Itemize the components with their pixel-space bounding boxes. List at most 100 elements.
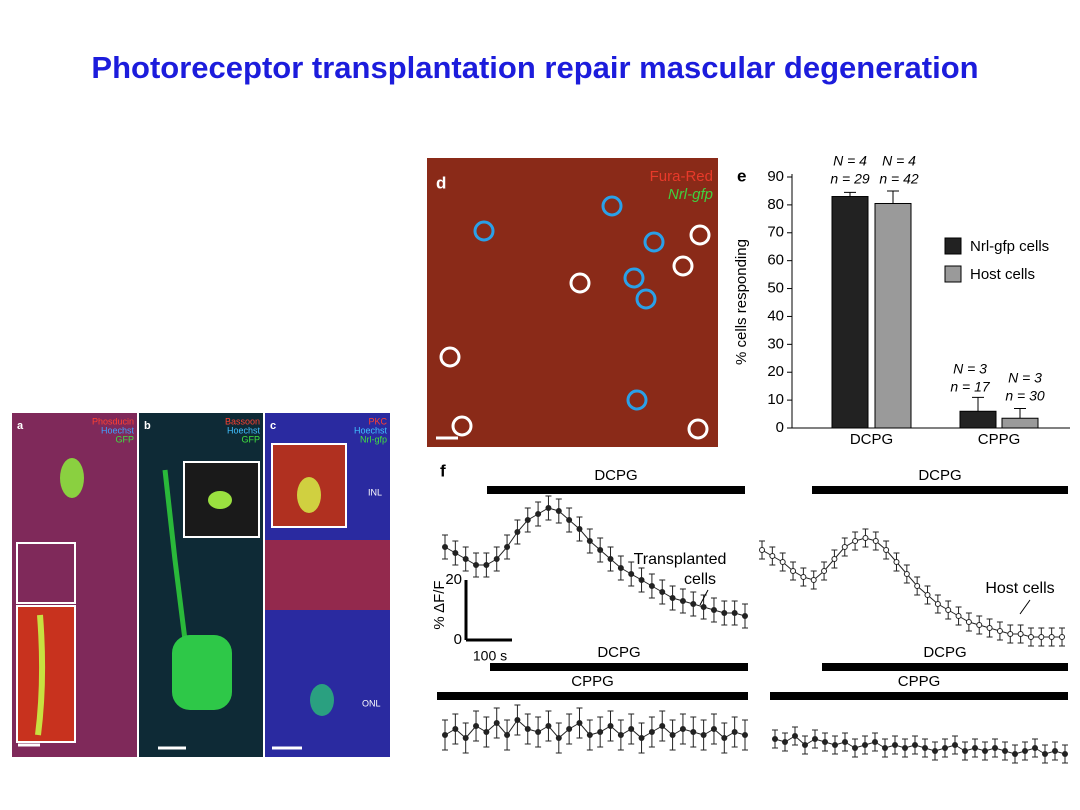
trace-point	[924, 592, 931, 598]
cell	[172, 635, 232, 710]
trace-point	[628, 571, 635, 577]
y-tick-label: 10	[767, 391, 784, 408]
trace-point	[996, 628, 1003, 634]
cell-markers	[439, 195, 711, 440]
trace-point	[822, 739, 828, 745]
trace-point	[597, 547, 604, 553]
panel-letter: f	[440, 461, 446, 480]
sample-size: N = 3	[1008, 370, 1042, 386]
trace-point	[982, 748, 988, 754]
trace-point	[772, 736, 778, 742]
trace-point	[862, 742, 868, 748]
trace-point	[903, 571, 910, 577]
stain-label: Nrl-gfp	[360, 434, 387, 444]
sample-size: n = 42	[879, 171, 919, 187]
trace-point	[617, 732, 624, 738]
trace-point	[628, 726, 635, 732]
trace-point	[742, 732, 748, 738]
axis-title: % cells responding	[733, 239, 750, 365]
trace-point	[1007, 631, 1014, 637]
trace-point	[902, 745, 908, 751]
trace-point	[535, 511, 542, 517]
trace-point	[483, 729, 490, 735]
y-tick-label: 50	[767, 280, 784, 297]
trace-point	[782, 739, 788, 745]
trace-label: Host cells	[985, 580, 1054, 597]
trace-point	[524, 726, 531, 732]
bar	[831, 196, 869, 429]
trace-point	[882, 745, 888, 751]
trace-point	[945, 607, 952, 613]
trace-point	[586, 732, 593, 738]
trace-point	[524, 517, 531, 523]
trace-point	[942, 745, 948, 751]
trace-point	[452, 550, 459, 556]
trace-point	[831, 556, 838, 562]
layer-label: INL	[368, 487, 382, 497]
trace-point	[442, 732, 448, 738]
error-bar	[887, 190, 899, 204]
trace-point	[1059, 634, 1065, 640]
trace-point	[462, 556, 469, 562]
trace-point	[965, 619, 972, 625]
stain-label: GFP	[115, 434, 134, 444]
cell	[310, 684, 334, 716]
trace-point	[812, 736, 818, 742]
trace-point	[700, 732, 707, 738]
trace-point	[810, 577, 817, 583]
trace-point	[473, 723, 480, 729]
panel-letter: b	[144, 420, 151, 432]
trace-point	[607, 723, 614, 729]
cell	[208, 491, 232, 509]
trace-point	[769, 553, 776, 559]
trace-point	[514, 717, 521, 723]
scale-label: 0	[454, 631, 462, 648]
trace-point	[1022, 748, 1028, 754]
trace-point	[802, 742, 808, 748]
trace-point	[972, 745, 978, 751]
trace-label: cells	[684, 571, 716, 588]
y-tick-label: 40	[767, 307, 784, 324]
drug-label: DCPG	[597, 644, 640, 661]
trace-point	[659, 723, 666, 729]
trace-point	[721, 735, 728, 741]
bar	[1001, 417, 1039, 429]
trace-point	[893, 559, 900, 565]
trace-point	[483, 562, 490, 568]
cell	[60, 458, 84, 498]
trace-point	[493, 720, 500, 726]
error-bar	[1014, 407, 1026, 419]
trace-point	[1062, 751, 1068, 757]
error-bar	[844, 191, 856, 197]
trace-point	[842, 739, 848, 745]
trace-point	[779, 559, 786, 565]
scale-label: 100 s	[473, 648, 507, 664]
inset	[16, 542, 76, 604]
y-tick-label: 20	[767, 363, 784, 380]
trace-point	[452, 726, 459, 732]
sample-size: n = 17	[950, 379, 991, 395]
trace-point	[1002, 748, 1008, 754]
trace-point	[976, 622, 983, 628]
trace-point	[462, 735, 469, 741]
stain-label: GFP	[241, 434, 260, 444]
y-tick-label: 30	[767, 335, 784, 352]
trace-point	[912, 742, 918, 748]
trace-point	[514, 529, 521, 535]
trace-point	[586, 538, 593, 544]
drug-label: DCPG	[918, 467, 961, 484]
legend-label: Host cells	[970, 266, 1035, 283]
trace-point	[1017, 631, 1024, 637]
trace-point	[1048, 634, 1055, 640]
panel-letter: d	[436, 173, 446, 192]
trace-point	[872, 739, 878, 745]
stain-label: Hoechst	[227, 425, 261, 435]
stain-label: Phosducin	[92, 416, 134, 426]
trace-point	[679, 598, 686, 604]
trace-point	[504, 544, 511, 550]
trace	[444, 719, 746, 739]
trace-point	[669, 595, 676, 601]
trace-point	[731, 610, 738, 616]
trace-point	[922, 745, 928, 751]
trace-point	[504, 732, 511, 738]
